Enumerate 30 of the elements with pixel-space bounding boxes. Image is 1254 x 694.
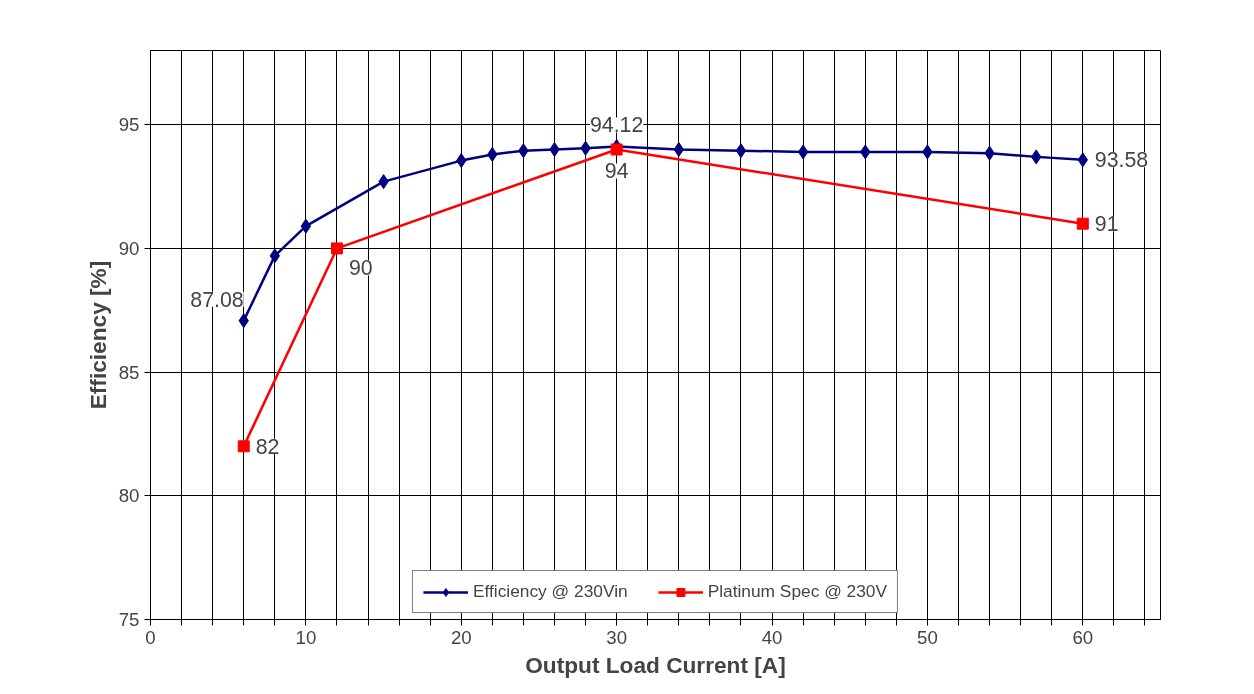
data-label: 94.12: [589, 113, 644, 138]
data-label: 91: [1094, 212, 1119, 237]
data-label: 87.08: [190, 287, 244, 312]
point: [330, 242, 343, 255]
data-label: 82: [255, 434, 280, 459]
x-tick-label: 30: [606, 626, 628, 648]
point: [797, 144, 809, 160]
x-tick-label: 60: [1072, 626, 1094, 648]
point: [735, 143, 747, 159]
point: [610, 143, 623, 156]
data-label: 93.58: [1094, 148, 1149, 173]
x-tick-label: 40: [761, 626, 783, 648]
x-tick-label: 0: [145, 626, 156, 648]
point: [1076, 217, 1089, 230]
x-tick-label: 20: [450, 626, 472, 648]
y-tick-label: 95: [118, 114, 140, 136]
y-tick-label: 90: [118, 237, 140, 259]
x-axis-title: Output Load Current [A]: [525, 651, 786, 678]
data-label: 94: [604, 159, 629, 184]
data-label: 90: [348, 256, 373, 281]
legend-label: Efficiency @ 230Vin: [472, 581, 628, 602]
point: [237, 440, 250, 453]
y-axis-title: Efficiency [%]: [84, 260, 111, 410]
point: [300, 218, 312, 234]
legend-label: Platinum Spec @ 230V: [707, 581, 888, 602]
y-tick-label: 85: [118, 361, 140, 383]
x-tick-label: 10: [295, 626, 317, 648]
x-tick-label: 50: [917, 626, 938, 648]
y-tick-label: 75: [118, 609, 140, 630]
y-tick-label: 80: [118, 485, 140, 507]
